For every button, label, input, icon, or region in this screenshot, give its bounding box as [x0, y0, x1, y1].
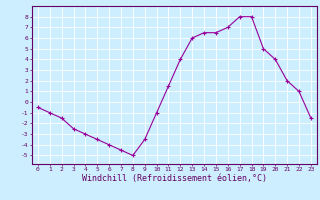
X-axis label: Windchill (Refroidissement éolien,°C): Windchill (Refroidissement éolien,°C): [82, 174, 267, 183]
